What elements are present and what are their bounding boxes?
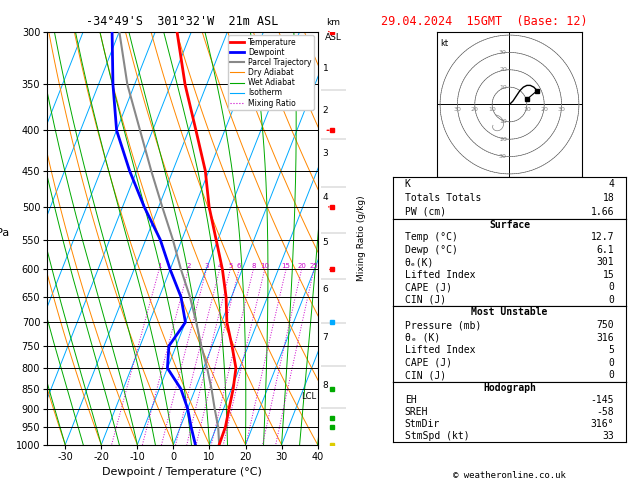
Text: LCL: LCL: [301, 392, 316, 401]
Text: 30: 30: [558, 107, 565, 112]
Text: 10: 10: [488, 107, 496, 112]
Text: -58: -58: [596, 407, 614, 417]
Text: 5: 5: [608, 345, 614, 355]
Text: 0: 0: [608, 295, 614, 305]
Text: Mixing Ratio (g/kg): Mixing Ratio (g/kg): [357, 195, 366, 281]
Text: Lifted Index: Lifted Index: [405, 270, 476, 280]
Text: Lifted Index: Lifted Index: [405, 345, 476, 355]
Text: 15: 15: [282, 263, 291, 269]
Text: 30: 30: [499, 154, 507, 159]
Text: 6: 6: [237, 263, 242, 269]
Text: -34°49'S  301°32'W  21m ASL: -34°49'S 301°32'W 21m ASL: [86, 15, 279, 28]
Text: 33: 33: [603, 431, 614, 441]
Text: 20: 20: [499, 67, 507, 72]
Legend: Temperature, Dewpoint, Parcel Trajectory, Dry Adiabat, Wet Adiabat, Isotherm, Mi: Temperature, Dewpoint, Parcel Trajectory…: [228, 35, 314, 110]
Text: 4: 4: [218, 263, 222, 269]
Text: Most Unstable: Most Unstable: [471, 308, 548, 317]
Text: 750: 750: [596, 320, 614, 330]
Text: 301: 301: [596, 258, 614, 267]
Text: 20: 20: [297, 263, 306, 269]
X-axis label: Dewpoint / Temperature (°C): Dewpoint / Temperature (°C): [103, 467, 262, 477]
Text: Hodograph: Hodograph: [483, 382, 536, 393]
Text: PW (cm): PW (cm): [405, 207, 446, 217]
Text: 30: 30: [499, 50, 507, 55]
Text: 2: 2: [186, 263, 191, 269]
Text: 8: 8: [323, 382, 328, 390]
Text: 7: 7: [323, 332, 328, 342]
Text: SREH: SREH: [405, 407, 428, 417]
Text: StmDir: StmDir: [405, 419, 440, 429]
Text: CAPE (J): CAPE (J): [405, 358, 452, 368]
Text: 316: 316: [596, 332, 614, 343]
Text: 29.04.2024  15GMT  (Base: 12): 29.04.2024 15GMT (Base: 12): [381, 15, 587, 28]
Text: 3: 3: [323, 149, 328, 158]
Text: 10: 10: [499, 85, 507, 89]
Text: 8: 8: [251, 263, 255, 269]
Text: 1.66: 1.66: [591, 207, 614, 217]
Text: CIN (J): CIN (J): [405, 370, 446, 380]
Text: ASL: ASL: [325, 33, 342, 42]
Text: Pressure (mb): Pressure (mb): [405, 320, 481, 330]
Text: θₑ(K): θₑ(K): [405, 258, 434, 267]
Text: 15: 15: [603, 270, 614, 280]
Text: 0: 0: [608, 282, 614, 293]
Text: CIN (J): CIN (J): [405, 295, 446, 305]
Text: -145: -145: [591, 395, 614, 405]
Text: 0: 0: [608, 370, 614, 380]
Text: K: K: [405, 179, 411, 189]
Y-axis label: hPa: hPa: [0, 228, 9, 238]
Text: Dewp (°C): Dewp (°C): [405, 245, 458, 255]
Text: 1: 1: [157, 263, 162, 269]
Text: 10: 10: [260, 263, 269, 269]
Text: 5: 5: [323, 239, 328, 247]
Text: 18: 18: [603, 193, 614, 203]
Text: EH: EH: [405, 395, 416, 405]
Text: StmSpd (kt): StmSpd (kt): [405, 431, 469, 441]
Text: kt: kt: [440, 38, 448, 48]
Text: 5: 5: [228, 263, 233, 269]
Text: Surface: Surface: [489, 220, 530, 230]
Text: 20: 20: [499, 137, 507, 142]
Text: 20: 20: [471, 107, 479, 112]
Text: © weatheronline.co.uk: © weatheronline.co.uk: [453, 470, 566, 480]
Text: 25: 25: [309, 263, 318, 269]
Text: Temp (°C): Temp (°C): [405, 232, 458, 243]
Text: 12.7: 12.7: [591, 232, 614, 243]
Text: 6.1: 6.1: [596, 245, 614, 255]
Text: 20: 20: [540, 107, 548, 112]
Text: km: km: [326, 18, 340, 27]
Text: 1: 1: [323, 64, 328, 73]
Text: 2: 2: [323, 106, 328, 115]
Text: 316°: 316°: [591, 419, 614, 429]
Text: Totals Totals: Totals Totals: [405, 193, 481, 203]
Text: 10: 10: [523, 107, 531, 112]
Text: 6: 6: [323, 285, 328, 294]
Text: 4: 4: [323, 193, 328, 202]
Text: 0: 0: [608, 358, 614, 368]
Text: 3: 3: [204, 263, 209, 269]
Text: CAPE (J): CAPE (J): [405, 282, 452, 293]
Text: 4: 4: [608, 179, 614, 189]
Text: 10: 10: [499, 120, 507, 124]
Text: 30: 30: [454, 107, 461, 112]
Text: θₑ (K): θₑ (K): [405, 332, 440, 343]
